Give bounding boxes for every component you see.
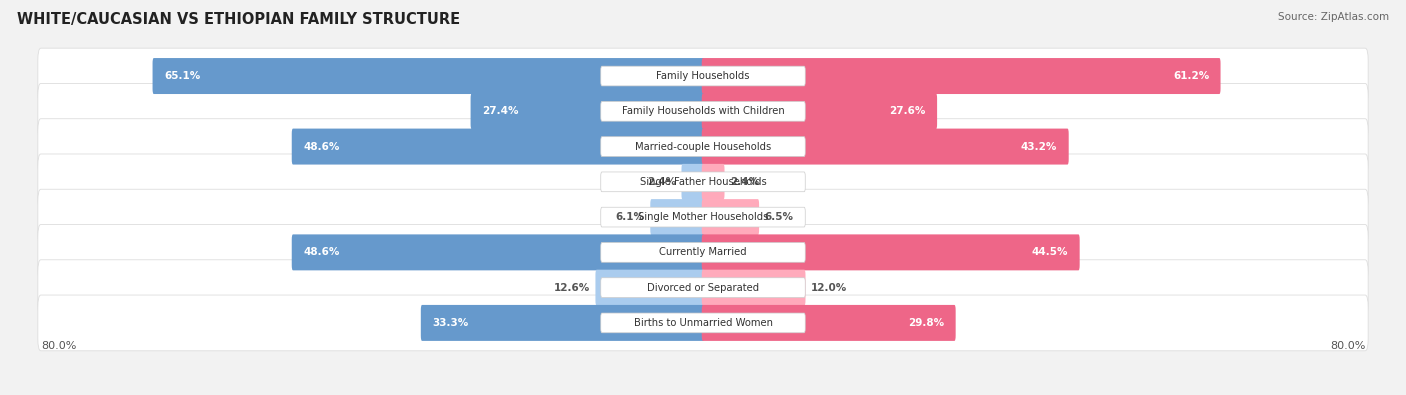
FancyBboxPatch shape bbox=[596, 270, 704, 306]
Text: 33.3%: 33.3% bbox=[432, 318, 468, 328]
Text: Single Mother Households: Single Mother Households bbox=[638, 212, 768, 222]
Text: Divorced or Separated: Divorced or Separated bbox=[647, 283, 759, 293]
FancyBboxPatch shape bbox=[702, 58, 1220, 94]
FancyBboxPatch shape bbox=[702, 164, 724, 200]
FancyBboxPatch shape bbox=[702, 270, 806, 306]
Text: 27.4%: 27.4% bbox=[482, 106, 519, 116]
FancyBboxPatch shape bbox=[702, 93, 938, 129]
Text: 2.4%: 2.4% bbox=[647, 177, 676, 187]
Text: 44.5%: 44.5% bbox=[1032, 247, 1069, 258]
Text: Married-couple Households: Married-couple Households bbox=[636, 141, 770, 152]
FancyBboxPatch shape bbox=[38, 189, 1368, 245]
FancyBboxPatch shape bbox=[420, 305, 704, 341]
FancyBboxPatch shape bbox=[38, 154, 1368, 210]
Text: Currently Married: Currently Married bbox=[659, 247, 747, 258]
FancyBboxPatch shape bbox=[600, 313, 806, 333]
Text: 65.1%: 65.1% bbox=[165, 71, 200, 81]
FancyBboxPatch shape bbox=[153, 58, 704, 94]
FancyBboxPatch shape bbox=[38, 83, 1368, 139]
FancyBboxPatch shape bbox=[682, 164, 704, 200]
Text: WHITE/CAUCASIAN VS ETHIOPIAN FAMILY STRUCTURE: WHITE/CAUCASIAN VS ETHIOPIAN FAMILY STRU… bbox=[17, 12, 460, 27]
Text: 27.6%: 27.6% bbox=[890, 106, 925, 116]
FancyBboxPatch shape bbox=[38, 48, 1368, 104]
FancyBboxPatch shape bbox=[702, 305, 956, 341]
FancyBboxPatch shape bbox=[38, 295, 1368, 351]
Text: 12.6%: 12.6% bbox=[554, 283, 591, 293]
FancyBboxPatch shape bbox=[702, 129, 1069, 165]
Text: Single Father Households: Single Father Households bbox=[640, 177, 766, 187]
Text: 80.0%: 80.0% bbox=[1330, 341, 1365, 351]
Text: Family Households with Children: Family Households with Children bbox=[621, 106, 785, 116]
Text: 29.8%: 29.8% bbox=[908, 318, 945, 328]
Text: 6.5%: 6.5% bbox=[765, 212, 793, 222]
Text: Family Households: Family Households bbox=[657, 71, 749, 81]
Text: 2.4%: 2.4% bbox=[730, 177, 759, 187]
FancyBboxPatch shape bbox=[292, 234, 704, 270]
FancyBboxPatch shape bbox=[650, 199, 704, 235]
FancyBboxPatch shape bbox=[702, 199, 759, 235]
FancyBboxPatch shape bbox=[600, 278, 806, 297]
FancyBboxPatch shape bbox=[600, 243, 806, 262]
Text: 12.0%: 12.0% bbox=[811, 283, 848, 293]
FancyBboxPatch shape bbox=[600, 207, 806, 227]
Text: Source: ZipAtlas.com: Source: ZipAtlas.com bbox=[1278, 12, 1389, 22]
Text: 48.6%: 48.6% bbox=[304, 141, 339, 152]
FancyBboxPatch shape bbox=[600, 102, 806, 121]
FancyBboxPatch shape bbox=[38, 260, 1368, 316]
Text: Births to Unmarried Women: Births to Unmarried Women bbox=[634, 318, 772, 328]
FancyBboxPatch shape bbox=[600, 172, 806, 192]
FancyBboxPatch shape bbox=[702, 234, 1080, 270]
FancyBboxPatch shape bbox=[38, 224, 1368, 280]
Text: 48.6%: 48.6% bbox=[304, 247, 339, 258]
FancyBboxPatch shape bbox=[600, 66, 806, 86]
FancyBboxPatch shape bbox=[600, 137, 806, 156]
FancyBboxPatch shape bbox=[38, 119, 1368, 175]
FancyBboxPatch shape bbox=[292, 129, 704, 165]
Text: 6.1%: 6.1% bbox=[616, 212, 645, 222]
Text: 43.2%: 43.2% bbox=[1021, 141, 1057, 152]
Text: 61.2%: 61.2% bbox=[1173, 71, 1209, 81]
Text: 80.0%: 80.0% bbox=[41, 341, 76, 351]
FancyBboxPatch shape bbox=[471, 93, 704, 129]
